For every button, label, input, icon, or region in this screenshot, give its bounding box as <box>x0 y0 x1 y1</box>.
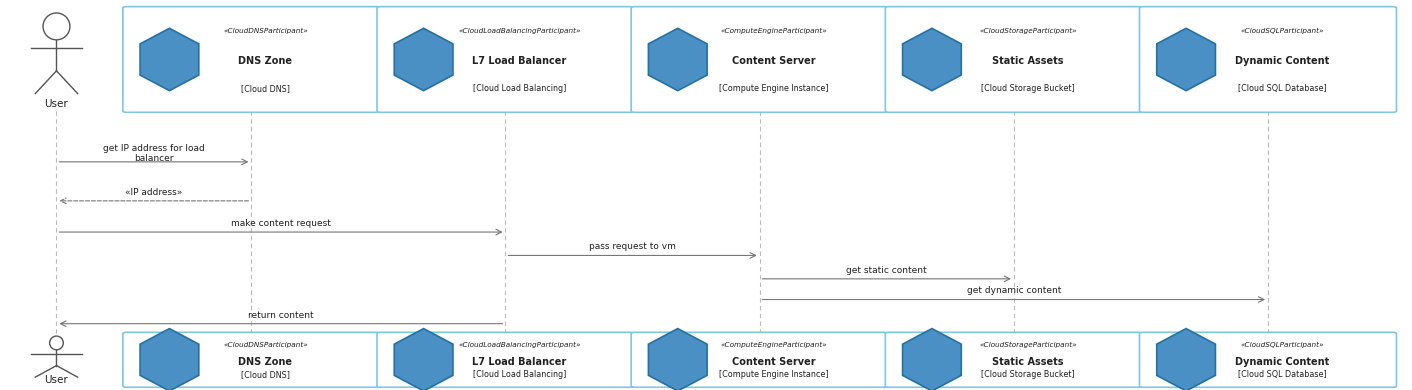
Polygon shape <box>648 329 707 390</box>
Polygon shape <box>1156 329 1216 390</box>
FancyBboxPatch shape <box>377 332 634 387</box>
Text: «CloudLoadBalancingParticipant»: «CloudLoadBalancingParticipant» <box>459 342 580 348</box>
FancyBboxPatch shape <box>1139 7 1396 112</box>
Text: return content: return content <box>249 310 313 320</box>
Polygon shape <box>140 28 199 90</box>
Text: «CloudLoadBalancingParticipant»: «CloudLoadBalancingParticipant» <box>459 27 580 34</box>
Text: Content Server: Content Server <box>731 357 816 367</box>
Text: «CloudDNSParticipant»: «CloudDNSParticipant» <box>223 27 308 34</box>
Text: «ComputeEngineParticipant»: «ComputeEngineParticipant» <box>720 27 827 34</box>
Text: [Cloud DNS]: [Cloud DNS] <box>241 370 289 379</box>
Text: «IP address»: «IP address» <box>126 188 182 197</box>
Polygon shape <box>648 28 707 90</box>
Text: L7 Load Balancer: L7 Load Balancer <box>473 357 566 367</box>
Text: get dynamic content: get dynamic content <box>967 286 1060 296</box>
Text: [Cloud DNS]: [Cloud DNS] <box>241 84 289 93</box>
Text: [Cloud Storage Bucket]: [Cloud Storage Bucket] <box>981 370 1075 379</box>
FancyBboxPatch shape <box>885 7 1142 112</box>
Text: Dynamic Content: Dynamic Content <box>1236 57 1329 66</box>
Text: «CloudStorageParticipant»: «CloudStorageParticipant» <box>979 27 1077 34</box>
Text: User: User <box>45 375 68 385</box>
Text: Static Assets: Static Assets <box>993 357 1063 367</box>
Polygon shape <box>902 329 962 390</box>
Polygon shape <box>394 28 453 90</box>
Text: get static content: get static content <box>846 266 928 275</box>
Text: pass request to vm: pass request to vm <box>589 242 676 252</box>
FancyBboxPatch shape <box>885 332 1142 387</box>
Ellipse shape <box>42 13 71 40</box>
Text: [Cloud Storage Bucket]: [Cloud Storage Bucket] <box>981 84 1075 93</box>
Text: DNS Zone: DNS Zone <box>239 357 292 367</box>
Text: «CloudStorageParticipant»: «CloudStorageParticipant» <box>979 342 1077 348</box>
Text: «ComputeEngineParticipant»: «ComputeEngineParticipant» <box>720 342 827 348</box>
Text: DNS Zone: DNS Zone <box>239 57 292 66</box>
Text: «CloudDNSParticipant»: «CloudDNSParticipant» <box>223 342 308 348</box>
Polygon shape <box>140 329 199 390</box>
Text: «CloudSQLParticipant»: «CloudSQLParticipant» <box>1240 27 1324 34</box>
Text: make content request: make content request <box>232 219 330 228</box>
Text: [Compute Engine Instance]: [Compute Engine Instance] <box>719 84 829 93</box>
Text: [Cloud Load Balancing]: [Cloud Load Balancing] <box>473 370 566 379</box>
Text: [Cloud SQL Database]: [Cloud SQL Database] <box>1238 84 1326 93</box>
Text: User: User <box>45 99 68 109</box>
FancyBboxPatch shape <box>1139 332 1396 387</box>
Polygon shape <box>1156 28 1216 90</box>
Text: Content Server: Content Server <box>731 57 816 66</box>
Text: [Cloud Load Balancing]: [Cloud Load Balancing] <box>473 84 566 93</box>
Text: Static Assets: Static Assets <box>993 57 1063 66</box>
Text: [Compute Engine Instance]: [Compute Engine Instance] <box>719 370 829 379</box>
Polygon shape <box>902 28 962 90</box>
FancyBboxPatch shape <box>631 7 888 112</box>
FancyBboxPatch shape <box>377 7 634 112</box>
Text: Dynamic Content: Dynamic Content <box>1236 357 1329 367</box>
Text: «CloudSQLParticipant»: «CloudSQLParticipant» <box>1240 342 1324 348</box>
FancyBboxPatch shape <box>631 332 888 387</box>
FancyBboxPatch shape <box>123 332 380 387</box>
Ellipse shape <box>49 336 64 350</box>
Text: get IP address for load
balancer: get IP address for load balancer <box>103 144 205 163</box>
Text: L7 Load Balancer: L7 Load Balancer <box>473 57 566 66</box>
Text: [Cloud SQL Database]: [Cloud SQL Database] <box>1238 370 1326 379</box>
Polygon shape <box>394 329 453 390</box>
FancyBboxPatch shape <box>123 7 380 112</box>
